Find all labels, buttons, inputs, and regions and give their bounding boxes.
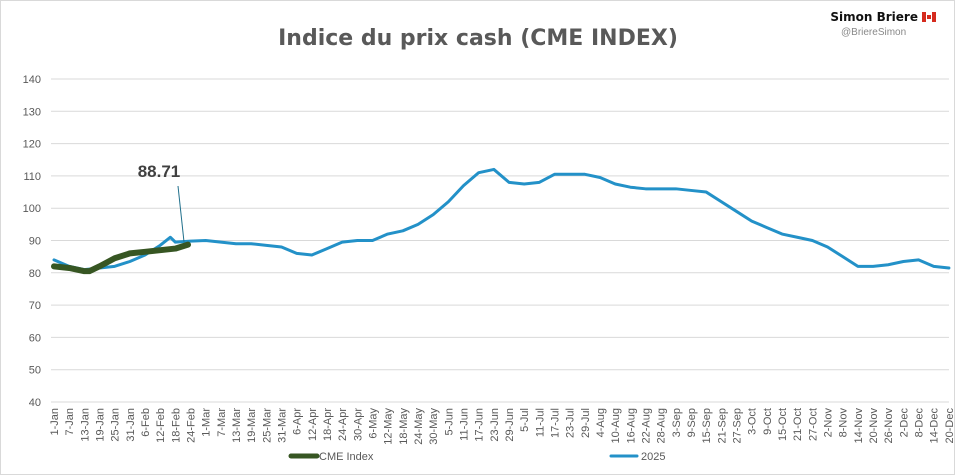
x-tick-label: 15-Oct xyxy=(777,408,789,441)
x-tick-label: 21-Oct xyxy=(792,408,804,441)
x-tick-label: 14-Dec xyxy=(929,408,941,444)
x-tick-label: 8-Nov xyxy=(838,408,850,438)
x-tick-label: 7-Mar xyxy=(216,408,228,437)
series-line-2025 xyxy=(52,167,951,272)
annotation-leader-line xyxy=(177,185,185,242)
author-name: Simon Briere xyxy=(830,10,936,24)
x-tick-label: 31-Jan xyxy=(125,408,137,442)
x-tick-label: 18-May xyxy=(398,408,410,445)
chart-title: Indice du prix cash (CME INDEX) xyxy=(278,26,678,51)
x-tick-label: 18-Feb xyxy=(170,408,182,443)
y-tick-label: 90 xyxy=(29,236,41,248)
y-tick-label: 40 xyxy=(29,397,41,409)
x-tick-label: 17-Jul xyxy=(550,408,562,438)
x-tick-label: 21-Sep xyxy=(716,408,728,443)
x-tick-label: 29-Jul xyxy=(580,408,592,438)
x-tick-label: 11-Jul xyxy=(534,408,546,437)
x-tick-label: 1-Jan xyxy=(49,408,61,436)
x-tick-label: 9-Oct xyxy=(762,408,774,435)
x-tick-label: 20-Nov xyxy=(868,408,880,444)
x-tick-label: 11-Jun xyxy=(459,408,471,441)
x-tick-label: 12-May xyxy=(383,408,395,445)
y-tick-label: 100 xyxy=(23,203,41,215)
x-tick-label: 22-Aug xyxy=(641,408,653,443)
x-tick-label: 24-May xyxy=(413,408,425,445)
x-tick-label: 6-Feb xyxy=(140,408,152,437)
x-tick-label: 28-Aug xyxy=(656,408,668,443)
author-handle: @BriereSimon xyxy=(841,27,907,38)
x-tick-label: 26-Nov xyxy=(883,408,895,444)
x-tick-label: 23-Jul xyxy=(565,408,577,438)
y-tick-label: 80 xyxy=(29,268,41,280)
x-tick-label: 23-Jun xyxy=(489,408,501,442)
x-tick-label: 10-Aug xyxy=(610,408,622,443)
x-tick-label: 18-Apr xyxy=(322,408,334,441)
annotation-label: 88.71 xyxy=(138,162,181,181)
x-tick-label: 15-Sep xyxy=(701,408,713,443)
x-tick-label: 24-Apr xyxy=(337,408,349,441)
x-tick-label: 5-Jun xyxy=(443,408,455,436)
x-tick-label: 2-Dec xyxy=(898,408,910,438)
y-tick-label: 70 xyxy=(29,300,41,312)
x-tick-label: 5-Jul xyxy=(519,408,531,432)
y-tick-label: 50 xyxy=(29,365,41,377)
y-tick-label: 110 xyxy=(23,171,41,183)
x-tick-label: 25-Mar xyxy=(261,408,273,443)
x-tick-label: 1-Mar xyxy=(201,408,213,437)
y-tick-label: 60 xyxy=(29,332,41,344)
x-tick-label: 12-Apr xyxy=(307,408,319,441)
x-tick-label: 17-Jun xyxy=(474,408,486,442)
x-tick-label: 19-Mar xyxy=(246,408,258,443)
canada-flag-icon xyxy=(922,12,936,22)
y-tick-label: 140 xyxy=(23,74,41,86)
x-tick-label: 29-Jun xyxy=(504,408,516,442)
x-tick-label: 3-Sep xyxy=(671,408,683,437)
x-tick-label: 9-Sep xyxy=(686,408,698,437)
x-tick-label: 7-Jan xyxy=(64,408,76,436)
x-tick-label: 27-Sep xyxy=(732,408,744,443)
y-tick-label: 130 xyxy=(23,106,41,118)
x-tick-label: 6-Apr xyxy=(292,408,304,435)
x-tick-label: 20-Dec xyxy=(944,408,955,444)
x-tick-label: 31-Mar xyxy=(277,408,289,443)
x-tick-label: 24-Feb xyxy=(186,408,198,443)
x-tick-label: 12-Feb xyxy=(155,408,167,443)
x-tick-label: 16-Aug xyxy=(625,408,637,443)
x-tick-label: 25-Jan xyxy=(110,408,122,442)
x-tick-label: 4-Aug xyxy=(595,408,607,437)
x-tick-label: 13-Mar xyxy=(231,408,243,443)
x-tick-label: 8-Dec xyxy=(914,408,926,438)
legend-label: 2025 xyxy=(641,451,665,463)
x-tick-label: 13-Jan xyxy=(79,408,91,442)
legend-label: CME Index xyxy=(319,451,374,463)
y-tick-label: 120 xyxy=(23,139,41,151)
x-tick-label: 14-Nov xyxy=(853,408,865,444)
x-tick-label: 19-Jan xyxy=(95,408,107,442)
x-tick-label: 3-Oct xyxy=(747,408,759,435)
x-tick-label: 27-Oct xyxy=(807,408,819,441)
x-tick-label: 30-May xyxy=(428,408,440,445)
author-name-text: Simon Briere xyxy=(830,10,918,24)
x-tick-label: 6-May xyxy=(368,408,380,439)
series-line-cme-index xyxy=(51,241,191,275)
x-tick-label: 2-Nov xyxy=(823,408,835,438)
x-tick-label: 30-Apr xyxy=(352,408,364,441)
